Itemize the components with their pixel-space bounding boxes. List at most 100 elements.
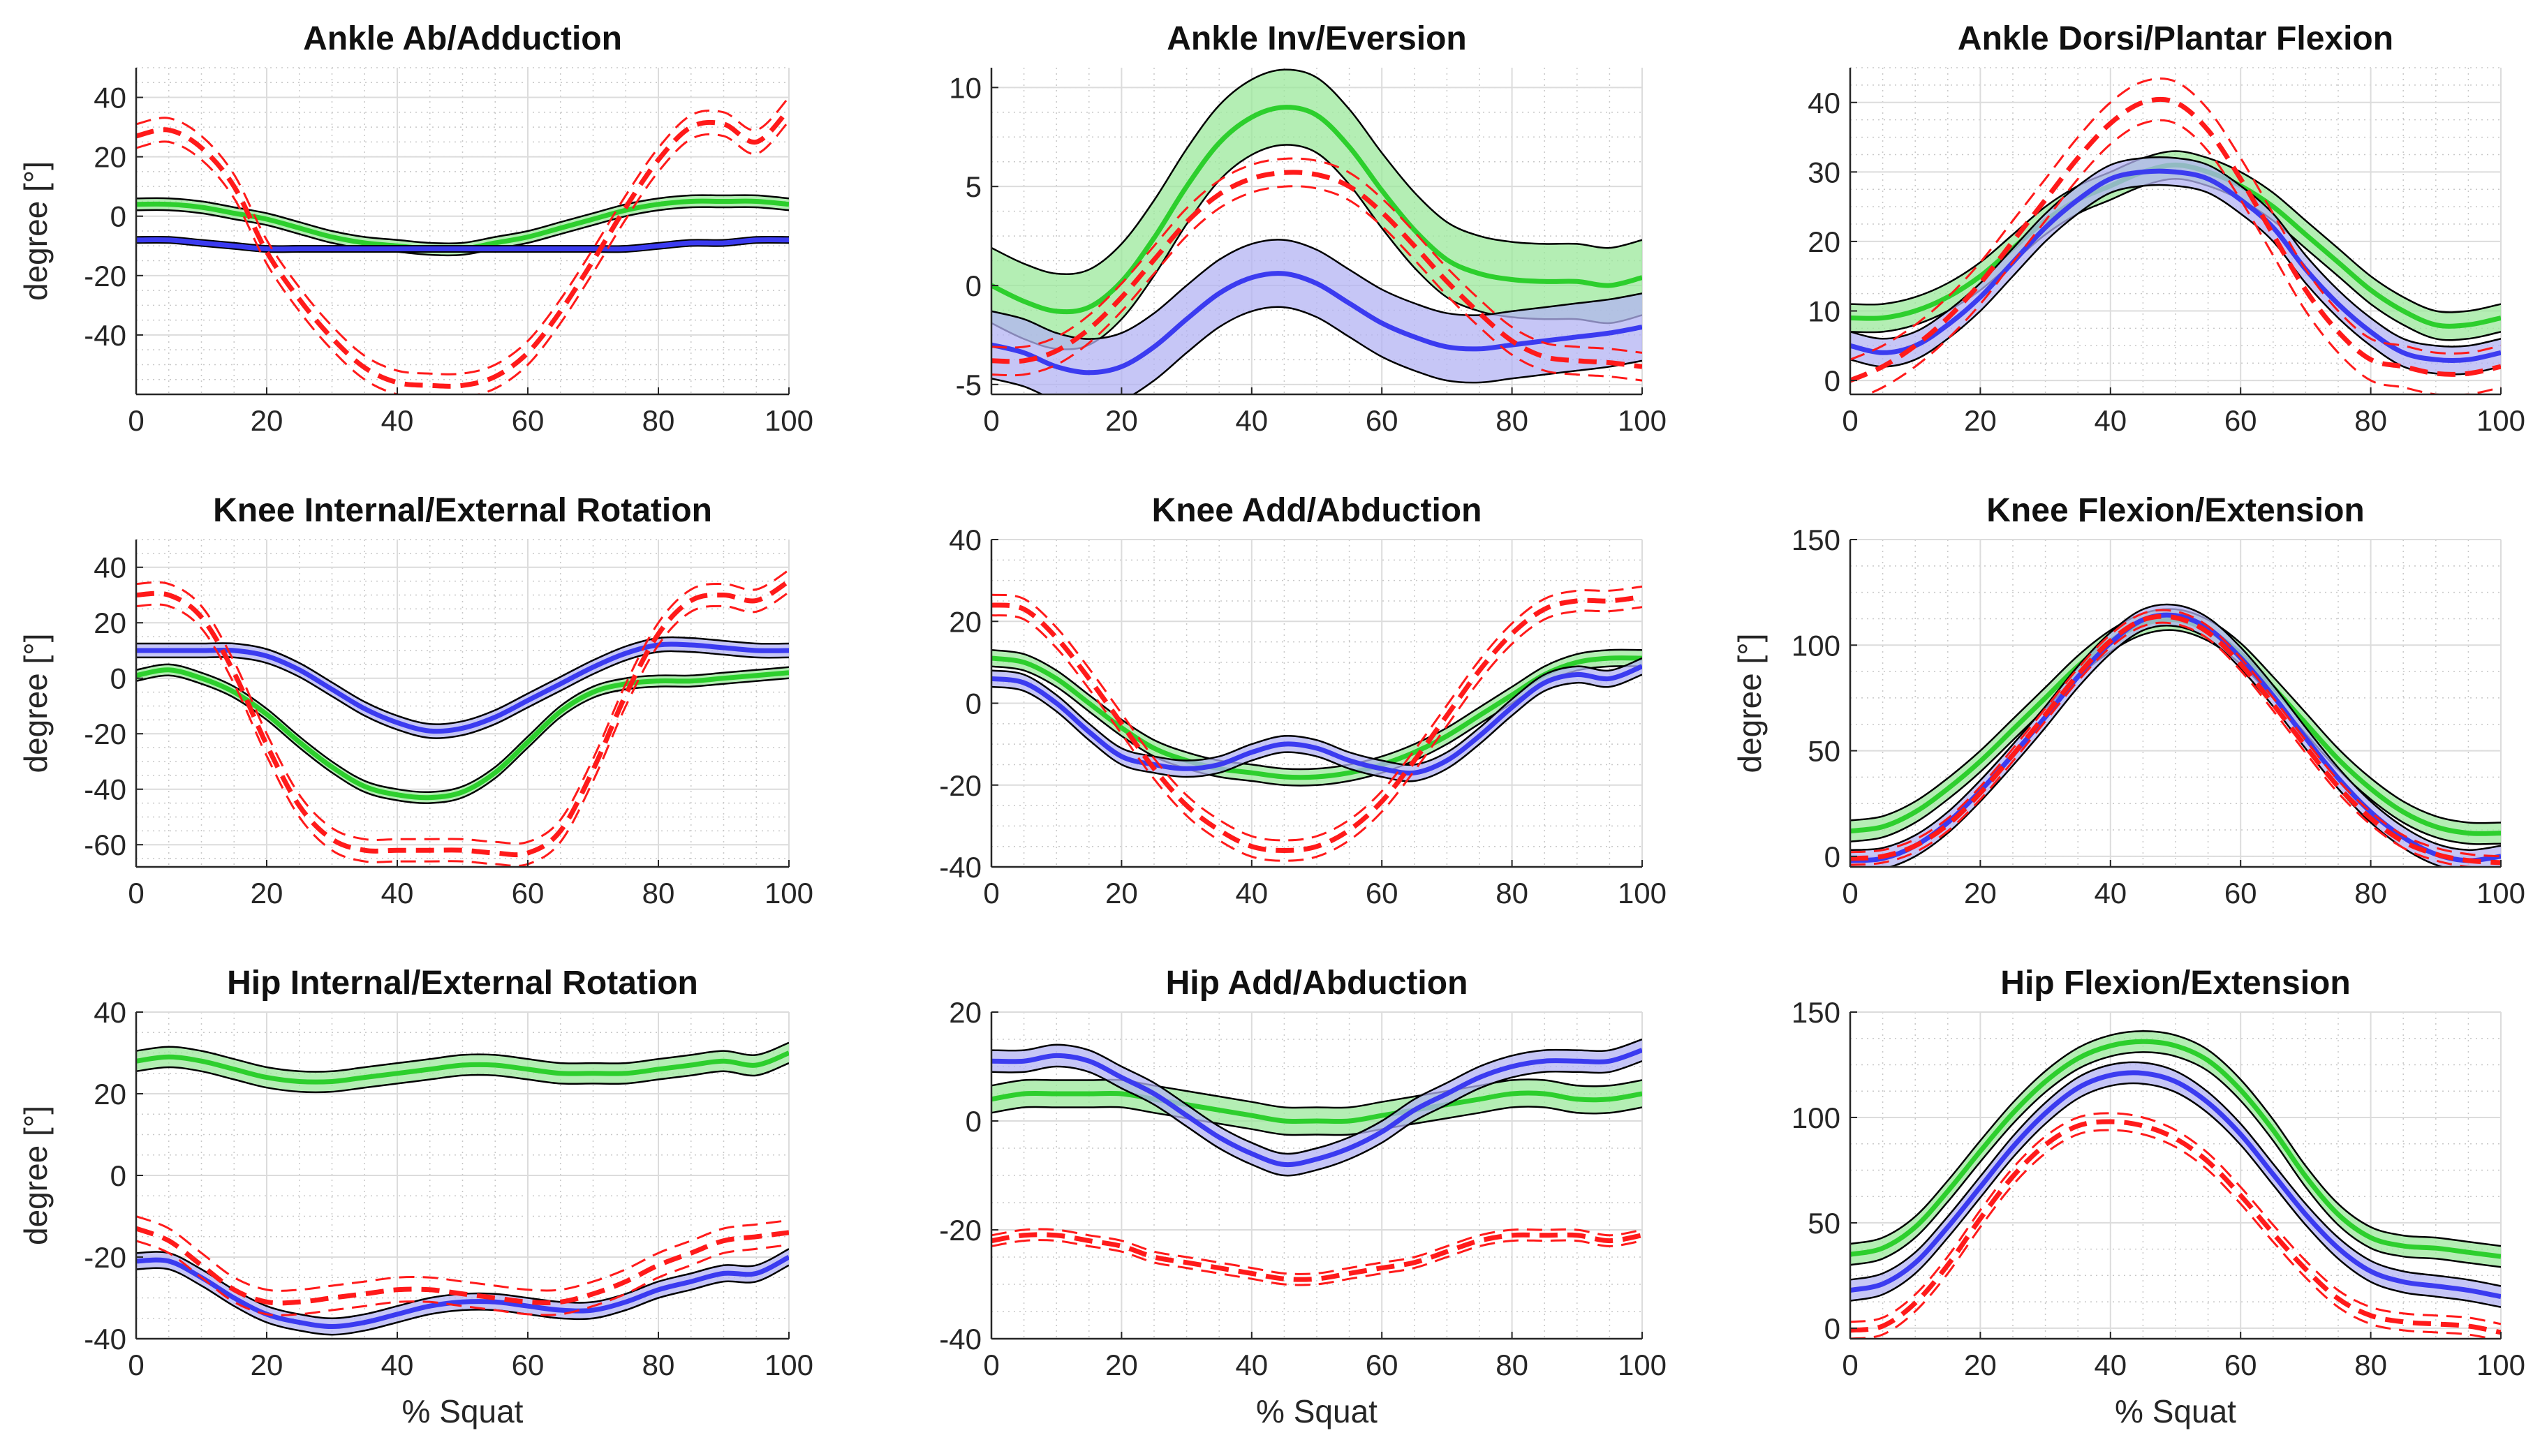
x-tick-label: 100 <box>1618 404 1667 437</box>
grid <box>135 67 790 395</box>
subplot-9: 0 20 40 60 80 100 0 50 100 150 Hip Flexion/Extensi… <box>1792 965 2525 1429</box>
series-green-band <box>1850 151 2501 341</box>
x-tick-label: 80 <box>1496 877 1528 909</box>
plot-area <box>991 1038 1642 1286</box>
x-tick-label: 100 <box>2476 404 2525 437</box>
subplot-5: 0 20 40 60 80 100 -40 -20 0 20 40 Knee Add/Abductio… <box>939 492 1667 909</box>
grid <box>1849 1011 2502 1339</box>
x-tick-label: 60 <box>512 877 545 909</box>
y-tick-label: -60 <box>84 829 126 861</box>
y-tick-label: 20 <box>949 996 982 1029</box>
y-tick-label: 50 <box>1808 1207 1840 1240</box>
y-tick-label: 0 <box>1824 840 1840 873</box>
x-tick-label: 0 <box>128 1349 144 1381</box>
x-axis-label: % Squat <box>1256 1393 1378 1429</box>
subplot-3: 0 20 40 60 80 100 0 10 20 30 40 Ankle Dorsi/Plantar… <box>1808 20 2525 437</box>
x-tick-label: 100 <box>765 404 813 437</box>
y-tick-label: 5 <box>966 170 982 203</box>
y-tick-label: 30 <box>1808 156 1840 188</box>
red-band-edge <box>1850 621 2481 867</box>
blue-band-edge <box>1850 1061 2501 1287</box>
plot-area <box>136 1041 789 1336</box>
green-band-edge <box>1850 1030 2501 1247</box>
green-band-edge <box>136 206 789 257</box>
x-tick-label: 40 <box>1235 877 1268 909</box>
y-tick-label: 40 <box>94 996 126 1029</box>
y-tick-label: 10 <box>1808 295 1840 328</box>
y-tick-label: 50 <box>1808 735 1840 768</box>
x-tick-label: 40 <box>2094 404 2127 437</box>
x-tick-label: 20 <box>1964 877 1997 909</box>
series-blue-mean <box>991 664 1642 776</box>
y-tick-label: -20 <box>84 718 126 750</box>
x-tick-label: 40 <box>1235 404 1268 437</box>
subplot-7: 0 20 40 60 80 100 -40 -20 0 20 40 Hip Internal/Exte… <box>17 965 813 1429</box>
y-tick-label: 0 <box>966 269 982 302</box>
x-tick-label: 40 <box>381 1349 414 1381</box>
y-tick-label: -20 <box>84 260 126 292</box>
y-tick-label: -40 <box>84 319 126 352</box>
y-tick-label: 0 <box>110 1159 126 1192</box>
subplot-title: Hip Add/Abduction <box>1166 965 1468 1002</box>
subplot-title: Knee Add/Abduction <box>1152 492 1482 529</box>
plot-area <box>1850 1030 2501 1339</box>
x-tick-label: 100 <box>2476 877 2525 909</box>
red-band-edge <box>991 185 1642 382</box>
y-axis-label: degree [°] <box>17 161 54 301</box>
y-tick-label: 10 <box>949 71 982 104</box>
x-tick-label: 0 <box>128 877 144 909</box>
series-red-mean <box>136 1226 789 1306</box>
x-tick-label: 20 <box>1964 1349 1997 1381</box>
blue-band-edge <box>991 239 1642 340</box>
red-band-edge <box>1850 1112 2501 1325</box>
series-blue-mean <box>136 1254 789 1330</box>
red-band-edge <box>1850 77 2501 361</box>
y-tick-label: 20 <box>94 607 126 639</box>
x-tick-label: 0 <box>1842 404 1858 437</box>
series-blue-mean <box>991 1048 1642 1168</box>
subplot-4: 0 20 40 60 80 100 -60 -40 -20 0 20 40 Knee Internal/… <box>17 492 813 909</box>
x-axis-label: % Squat <box>402 1393 524 1429</box>
y-tick-label: 20 <box>94 1078 126 1110</box>
blue-band-edge <box>136 242 789 253</box>
y-tick-label: 150 <box>1792 523 1840 556</box>
y-tick-label: 40 <box>94 551 126 584</box>
x-tick-label: 40 <box>2094 1349 2127 1381</box>
x-tick-label: 20 <box>1105 877 1138 909</box>
x-tick-label: 60 <box>512 1349 545 1381</box>
x-tick-label: 60 <box>512 404 545 437</box>
y-axis-label: degree [°] <box>17 1106 54 1245</box>
series-green-mean <box>991 105 1642 315</box>
y-tick-label: 0 <box>110 662 126 695</box>
red-band-edge <box>136 591 789 867</box>
green-band-edge <box>1850 629 2501 845</box>
y-tick-label: 0 <box>1824 1312 1840 1345</box>
subplot-title: Hip Flexion/Extension <box>2000 965 2350 1002</box>
x-axis-label: % Squat <box>2115 1393 2236 1429</box>
x-tick-label: 0 <box>983 877 999 909</box>
series-green-band <box>1850 1031 2501 1268</box>
x-tick-label: 80 <box>2354 404 2387 437</box>
y-tick-label: 0 <box>966 688 982 720</box>
subplot-6: 0 20 40 60 80 100 0 50 100 150 Knee Flexion/Extens… <box>1731 492 2525 909</box>
series-blue-band <box>991 658 1642 782</box>
red-band-edge <box>1864 119 2501 394</box>
x-tick-label: 60 <box>2224 404 2257 437</box>
x-tick-label: 20 <box>251 1349 283 1381</box>
x-tick-label: 20 <box>1105 1349 1138 1381</box>
plot-area <box>991 68 1642 394</box>
y-tick-label: -40 <box>939 851 982 884</box>
blue-band-edge <box>991 674 1642 782</box>
plot-area <box>1850 603 2501 867</box>
x-tick-label: 20 <box>1964 404 1997 437</box>
blue-band-edge <box>1850 1082 2501 1308</box>
series-red-mean <box>1850 1119 2501 1335</box>
x-tick-label: 40 <box>381 877 414 909</box>
green-band-edge <box>136 1062 789 1094</box>
green-band-edge <box>991 1106 1642 1136</box>
y-tick-label: 0 <box>110 200 126 233</box>
x-tick-label: 100 <box>1618 1349 1667 1381</box>
x-tick-label: 20 <box>251 877 283 909</box>
y-tick-label: 40 <box>94 82 126 114</box>
